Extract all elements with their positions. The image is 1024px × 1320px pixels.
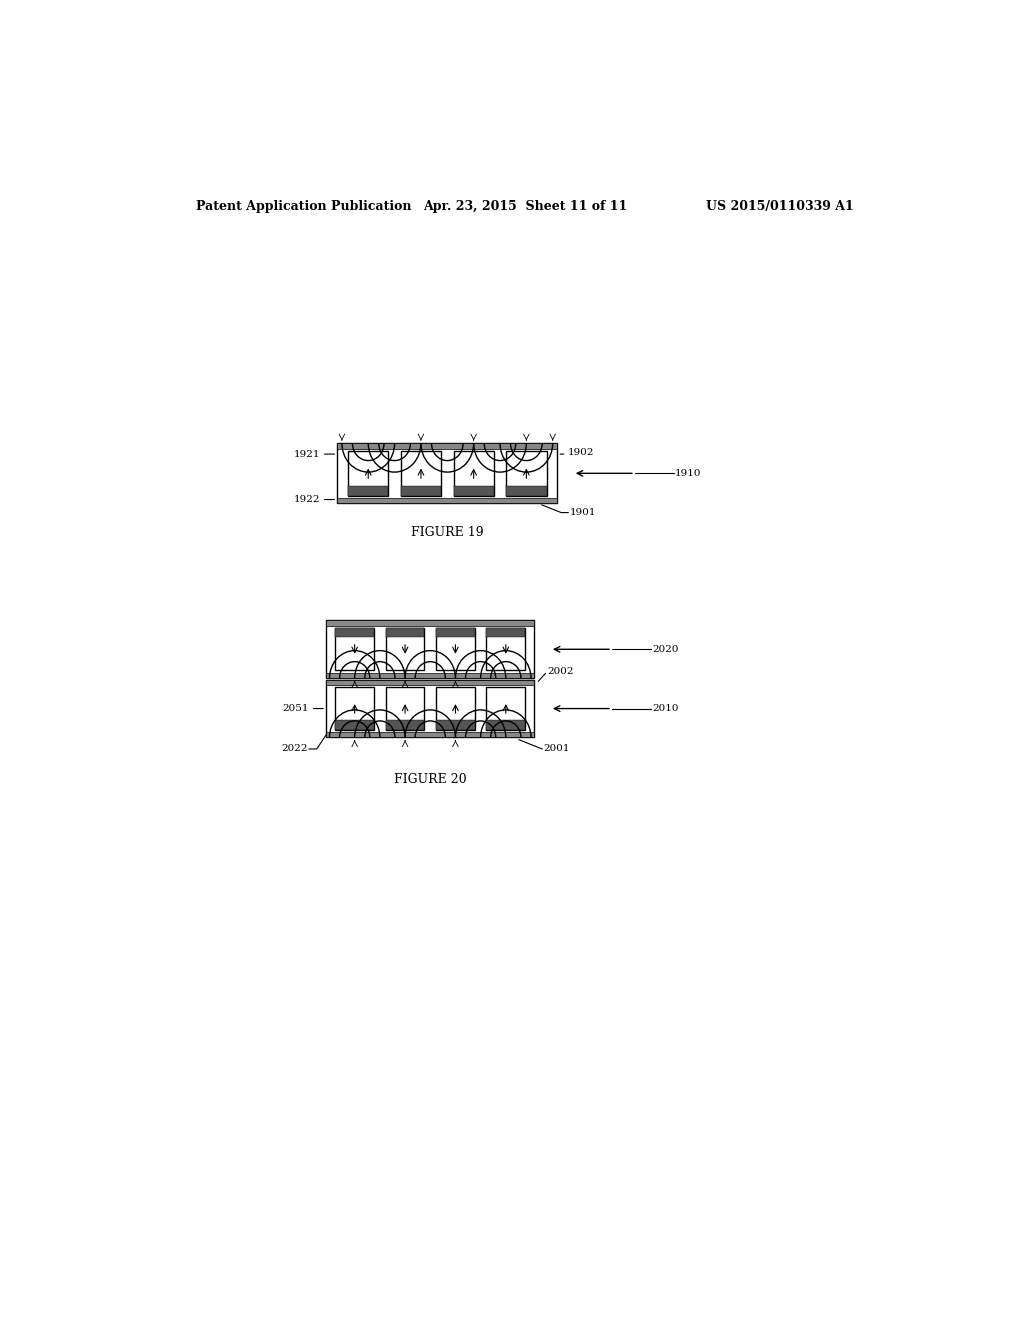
Bar [386, 628, 424, 638]
Text: 2020: 2020 [652, 644, 679, 653]
Bar [506, 486, 547, 496]
Text: 2022: 2022 [281, 744, 307, 754]
Bar [335, 628, 374, 671]
Text: 2002: 2002 [547, 668, 573, 676]
Bar [348, 451, 388, 495]
Text: US 2015/0110339 A1: US 2015/0110339 A1 [706, 199, 853, 213]
Bar [335, 721, 374, 730]
Bar [326, 673, 535, 678]
Text: 2001: 2001 [544, 744, 570, 754]
Text: 1910: 1910 [675, 469, 701, 478]
Text: Patent Application Publication: Patent Application Publication [197, 199, 412, 213]
Bar [454, 451, 494, 495]
Bar [436, 628, 475, 671]
Bar [326, 733, 535, 738]
Bar [335, 688, 374, 730]
Bar [348, 486, 388, 496]
Bar [436, 721, 475, 730]
Bar [486, 628, 525, 638]
Bar [335, 628, 374, 638]
Text: 1921: 1921 [294, 450, 321, 458]
Bar [486, 721, 525, 730]
Bar [337, 498, 557, 503]
Text: 1902: 1902 [568, 447, 595, 457]
Bar [326, 620, 535, 626]
Bar [506, 451, 547, 495]
Bar [486, 628, 525, 671]
Text: Apr. 23, 2015  Sheet 11 of 11: Apr. 23, 2015 Sheet 11 of 11 [423, 199, 627, 213]
Bar [386, 688, 424, 730]
Bar [386, 628, 424, 671]
Bar [486, 688, 525, 730]
Text: 1922: 1922 [294, 495, 321, 504]
Bar [337, 444, 557, 449]
Bar [326, 680, 535, 685]
Bar [454, 486, 494, 496]
Bar [337, 444, 557, 503]
Text: 2051: 2051 [283, 704, 309, 713]
Bar [400, 486, 441, 496]
Bar [436, 628, 475, 638]
Text: FIGURE 20: FIGURE 20 [394, 774, 467, 787]
Text: 2010: 2010 [652, 704, 679, 713]
Bar [386, 721, 424, 730]
Bar [326, 620, 535, 678]
Bar [436, 688, 475, 730]
Text: FIGURE 19: FIGURE 19 [411, 527, 483, 539]
Text: 1901: 1901 [569, 508, 596, 517]
Bar [400, 451, 441, 495]
Bar [326, 680, 535, 738]
